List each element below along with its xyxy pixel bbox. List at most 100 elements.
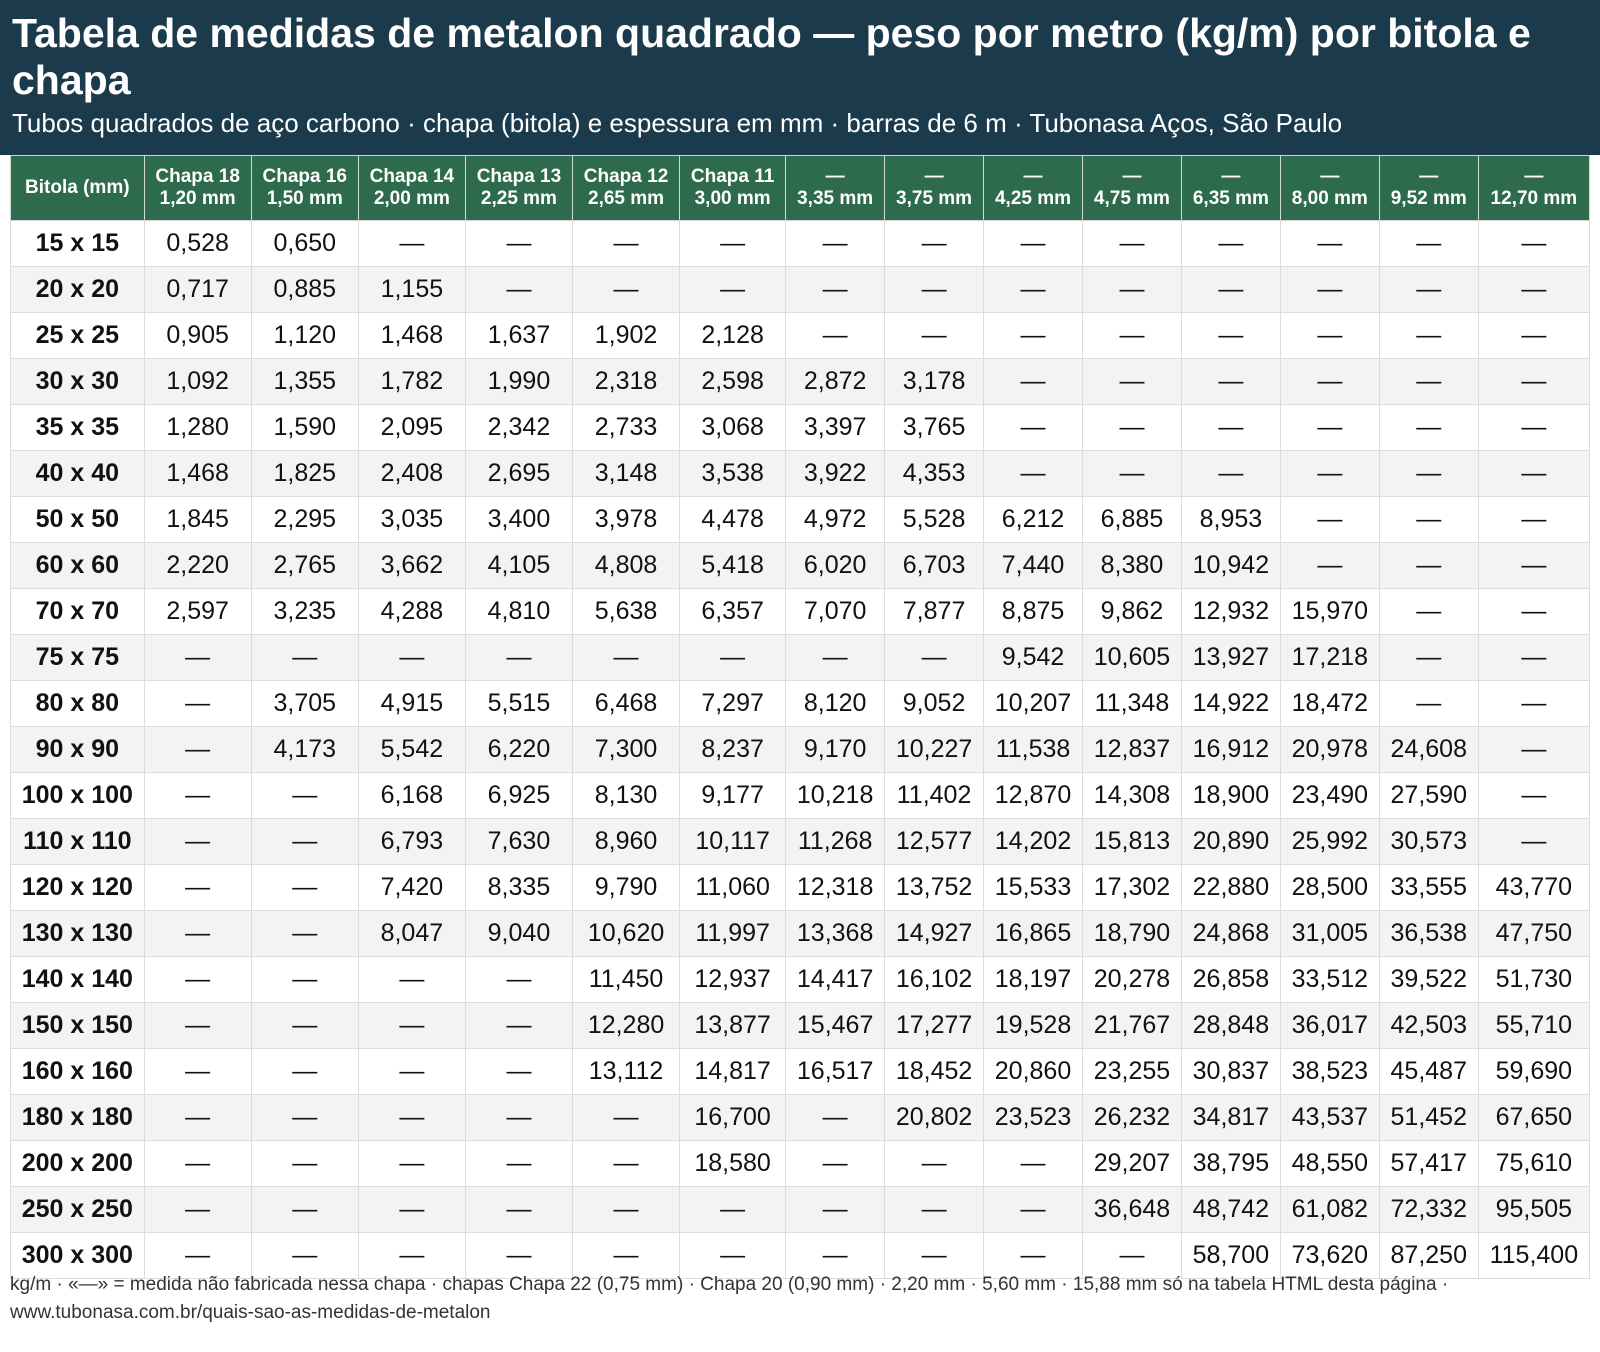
weight-cell: — — [250, 864, 359, 911]
table-row: 180 x 180— — — — —16,700—20,802 23,523 26,232 3… — [10, 1094, 1591, 1141]
weight-cell: 21,767 — [1081, 1002, 1182, 1049]
table-row: 150 x 150— — — —12,280 13,877 15,467 17,277 19,… — [10, 1002, 1591, 1049]
bitola-cell: 200 x 200 — [10, 1140, 145, 1187]
table-row: 15 x 15 0,528 0,650— — — — — — — — — — — — — [10, 220, 1591, 267]
weight-cell: 39,522 — [1378, 956, 1479, 1003]
weight-cell: 14,927 — [884, 910, 985, 957]
weight-cell: 2,733 — [571, 404, 681, 451]
weight-cell: 1,782 — [357, 358, 466, 405]
weight-cell: 36,648 — [1081, 1186, 1182, 1233]
weight-cell: 18,580 — [679, 1140, 787, 1187]
weight-cell: — — [143, 864, 252, 911]
weight-cell: 4,105 — [464, 542, 573, 589]
weight-cell: — — [464, 266, 573, 313]
weight-cell: — — [983, 1140, 1083, 1187]
weight-cell: — — [1279, 266, 1380, 313]
weight-cell: — — [983, 266, 1083, 313]
weight-cell: — — [464, 1232, 573, 1279]
weight-cell: 3,235 — [250, 588, 359, 635]
bitola-cell: 100 x 100 — [10, 772, 145, 819]
weight-cell: 10,605 — [1081, 634, 1182, 681]
weight-cell: — — [571, 220, 681, 267]
weight-cell: 9,862 — [1081, 588, 1182, 635]
weight-cell: — — [1477, 634, 1591, 681]
weight-cell: — — [571, 1094, 681, 1141]
weight-cell: 20,802 — [884, 1094, 985, 1141]
weight-cell: 8,120 — [785, 680, 886, 727]
weight-cell: 28,500 — [1279, 864, 1380, 911]
weight-cell: — — [143, 680, 252, 727]
weight-cell: 7,297 — [679, 680, 787, 727]
weight-cell: 5,638 — [571, 588, 681, 635]
weight-cell: 20,278 — [1081, 956, 1182, 1003]
weight-cell: 16,865 — [983, 910, 1083, 957]
weight-cell: 59,690 — [1477, 1048, 1591, 1095]
weight-cell: — — [1378, 266, 1479, 313]
weight-cell: 5,528 — [884, 496, 985, 543]
weight-cell: — — [983, 1186, 1083, 1233]
weight-cell: 2,408 — [357, 450, 466, 497]
weight-cell: 2,342 — [464, 404, 573, 451]
weight-cell: — — [1477, 312, 1591, 359]
table-header-row: Bitola (mm) Chapa 18 1,20 mm Chapa 16 1,50… — [10, 155, 1591, 221]
weight-cell: 18,790 — [1081, 910, 1182, 957]
weight-cell: — — [1477, 726, 1591, 773]
table-row: 50 x 50 1,845 2,295 3,035 3,400 3,978 4,478 4,9… — [10, 496, 1591, 543]
weight-cell: 8,047 — [357, 910, 466, 957]
weight-cell: 2,597 — [143, 588, 252, 635]
table-row: 130 x 130— —8,047 9,040 10,620 11,997 13,368 1… — [10, 910, 1591, 957]
weight-cell: 11,538 — [983, 726, 1083, 773]
weight-cell: — — [884, 1140, 985, 1187]
weight-cell: 8,875 — [983, 588, 1083, 635]
bitola-cell: 40 x 40 — [10, 450, 145, 497]
bitola-cell: 160 x 160 — [10, 1048, 145, 1095]
bitola-cell: 30 x 30 — [10, 358, 145, 405]
column-header-bitola: Bitola (mm) — [10, 155, 145, 221]
weight-cell: — — [1477, 542, 1591, 589]
weight-cell: 42,503 — [1378, 1002, 1479, 1049]
table-row: 200 x 200— — — — —18,580— — —29,207 38,795 48,55… — [10, 1140, 1591, 1187]
page-header: Tabela de medidas de metalon quadrado — … — [0, 0, 1600, 155]
weight-cell: — — [464, 956, 573, 1003]
bitola-cell: 70 x 70 — [10, 588, 145, 635]
weight-cell: 8,335 — [464, 864, 573, 911]
column-header-chapa: Chapa 14 2,00 mm — [357, 155, 466, 221]
weight-cell: — — [464, 220, 573, 267]
column-header-chapa: — 12,70 mm — [1477, 155, 1591, 221]
weight-cell: 58,700 — [1180, 1232, 1281, 1279]
weight-cell: — — [884, 1186, 985, 1233]
weight-cell: — — [1279, 358, 1380, 405]
table-row: 20 x 20 0,717 0,885 1,155— — — — — — — — — — — — [10, 266, 1591, 313]
weight-cell: 2,598 — [679, 358, 787, 405]
weight-cell: — — [785, 1140, 886, 1187]
weight-cell: — — [679, 266, 787, 313]
column-header-chapa: Chapa 13 2,25 mm — [464, 155, 573, 221]
weight-cell: 2,095 — [357, 404, 466, 451]
weight-cell: — — [143, 1048, 252, 1095]
weight-cell: 17,218 — [1279, 634, 1380, 681]
weight-cell: 6,468 — [571, 680, 681, 727]
weight-cell: 15,813 — [1081, 818, 1182, 865]
weight-cell: 4,173 — [250, 726, 359, 773]
column-header-chapa: — 4,25 mm — [983, 155, 1083, 221]
weight-cell: 10,620 — [571, 910, 681, 957]
weight-cell: 1,902 — [571, 312, 681, 359]
weight-cell: — — [250, 818, 359, 865]
bitola-cell: 180 x 180 — [10, 1094, 145, 1141]
weight-cell: — — [143, 772, 252, 819]
bitola-cell: 50 x 50 — [10, 496, 145, 543]
weight-cell: 20,890 — [1180, 818, 1281, 865]
weight-cell: 6,703 — [884, 542, 985, 589]
weight-cell: 3,662 — [357, 542, 466, 589]
weight-cell: 28,848 — [1180, 1002, 1281, 1049]
weight-cell: — — [250, 956, 359, 1003]
weight-cell: 12,837 — [1081, 726, 1182, 773]
weight-cell: — — [357, 1048, 466, 1095]
table-row: 30 x 30 1,092 1,355 1,782 1,990 2,318 2,598 2,8… — [10, 358, 1591, 405]
page-subtitle: Tubos quadrados de aço carbono · chapa (… — [12, 108, 1343, 138]
weight-cell: — — [1378, 496, 1479, 543]
weight-cell: 16,700 — [679, 1094, 787, 1141]
weight-cell: — — [1378, 358, 1479, 405]
weight-cell: 38,795 — [1180, 1140, 1281, 1187]
bitola-cell: 120 x 120 — [10, 864, 145, 911]
